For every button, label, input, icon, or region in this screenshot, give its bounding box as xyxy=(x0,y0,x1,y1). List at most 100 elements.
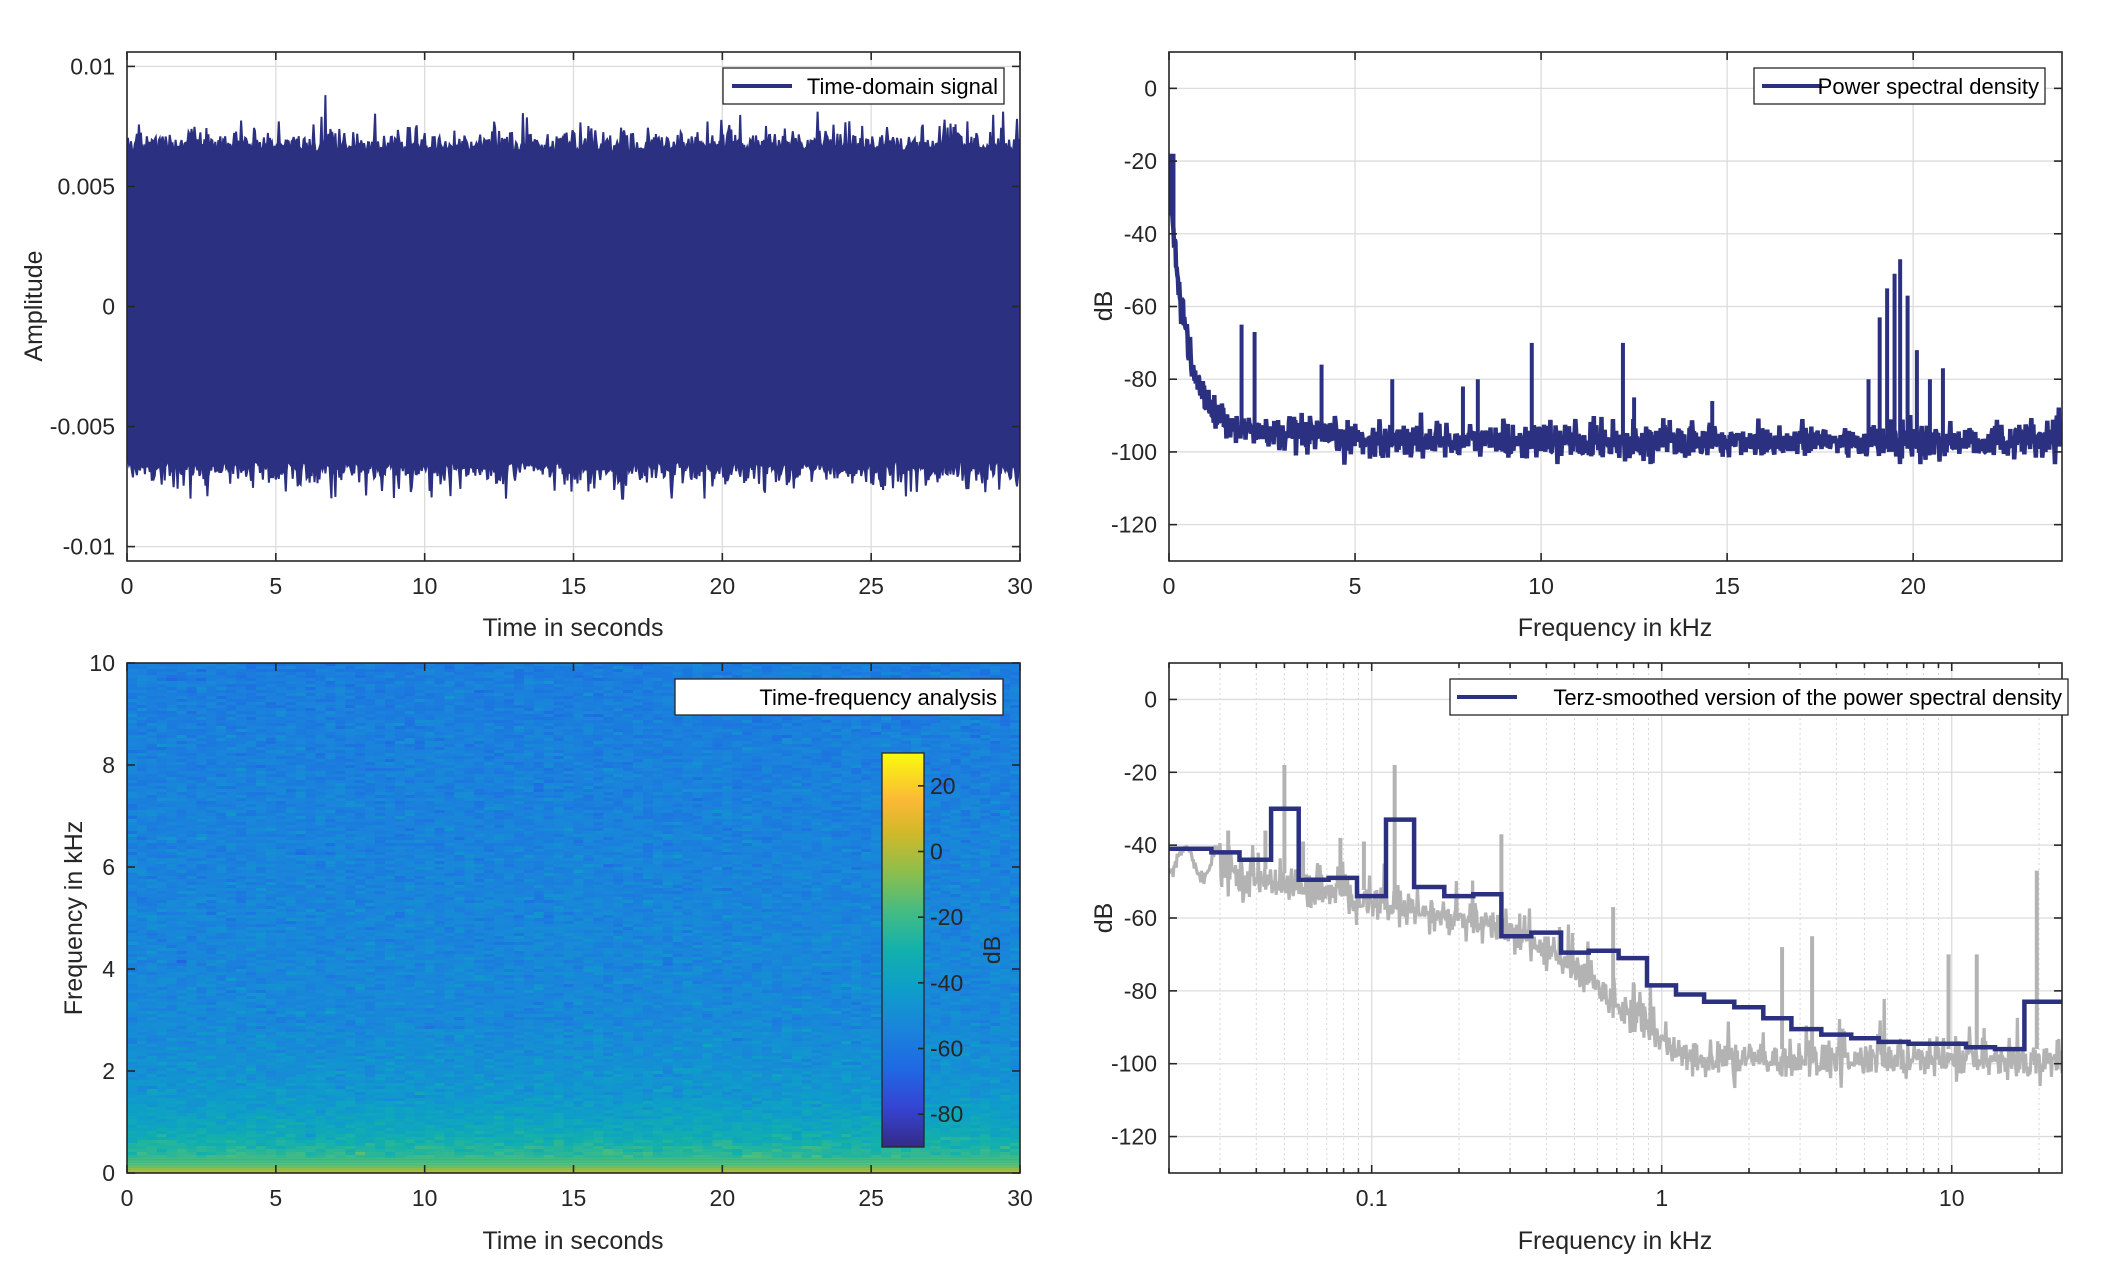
spectrogram-cell xyxy=(702,747,713,751)
spectrogram-cell xyxy=(156,729,168,733)
spectrogram-cell xyxy=(533,750,545,754)
spectrogram-cell xyxy=(206,780,217,784)
spectrogram-cell xyxy=(424,762,436,766)
spectrogram-cell xyxy=(246,777,257,781)
spectrogram-cell xyxy=(216,681,227,685)
spectrogram-cell xyxy=(345,768,356,772)
spectrogram-cell xyxy=(831,822,842,826)
spectrogram-cell xyxy=(771,762,783,766)
spectrogram-cell xyxy=(176,762,188,766)
spectrogram-cell xyxy=(692,792,704,796)
spectrogram-cell xyxy=(583,780,594,784)
legend[interactable]: Power spectral density xyxy=(1753,67,2046,105)
spectrogram-cell xyxy=(424,684,436,688)
spectrogram-cell xyxy=(1000,717,1011,721)
spectrogram-cell xyxy=(623,708,634,712)
spectrogram-cell xyxy=(643,696,654,700)
spectrogram-cell xyxy=(662,693,674,697)
spectrogram-cell xyxy=(970,819,981,823)
spectrogram-cell xyxy=(553,804,565,808)
spectrogram-cell xyxy=(236,672,247,676)
spectrogram-cell xyxy=(146,729,158,733)
spectrogram-cell xyxy=(960,762,971,766)
spectrogram-cell xyxy=(424,798,436,802)
spectrogram-cell xyxy=(543,816,555,820)
x-tick-label: 15 xyxy=(1714,573,1740,599)
spectrogram-cell xyxy=(633,786,644,790)
spectrogram-cell xyxy=(533,690,545,694)
spectrogram-cell xyxy=(414,741,426,745)
spectrogram-cell xyxy=(960,765,971,769)
spectrogram-cell xyxy=(246,798,257,802)
spectrogram-cell xyxy=(484,759,495,763)
spectrogram-cell xyxy=(484,819,495,823)
spectrogram-cell xyxy=(742,822,753,826)
spectrogram-cell xyxy=(355,759,366,763)
spectrogram-cell xyxy=(246,807,257,811)
spectrogram-cell xyxy=(682,795,694,799)
spectrogram-cell xyxy=(960,714,971,718)
spectrogram-cell xyxy=(871,783,882,787)
spectrogram-cell xyxy=(176,681,188,685)
spectrogram-cell xyxy=(563,789,575,793)
spectrogram-cell xyxy=(652,732,664,736)
spectrogram-cell xyxy=(950,672,961,676)
spectrogram-cell xyxy=(156,756,168,760)
spectrogram-cell xyxy=(692,753,704,757)
spectrogram-cell xyxy=(404,789,416,793)
spectrogram-cell xyxy=(543,780,555,784)
spectrogram-cell xyxy=(514,753,525,757)
spectrogram-cell xyxy=(702,801,713,805)
spectrogram-cell xyxy=(762,804,773,808)
spectrogram-cell xyxy=(980,810,991,814)
spectrogram-cell xyxy=(394,756,406,760)
spectrogram-cell xyxy=(960,768,971,772)
spectrogram-cell xyxy=(424,804,436,808)
spectrogram-cell xyxy=(603,708,614,712)
spectrogram-cell xyxy=(762,735,773,739)
spectrogram-cell xyxy=(365,762,376,766)
spectrogram-cell xyxy=(861,810,872,814)
spectrogram-cell xyxy=(702,717,713,721)
spectrogram-cell xyxy=(702,732,713,736)
spectrogram-cell xyxy=(365,711,376,715)
spectrogram-cell xyxy=(950,777,961,781)
spectrogram-cell xyxy=(643,666,654,670)
spectrogram-cell xyxy=(444,762,455,766)
spectrogram-cell xyxy=(394,804,406,808)
spectrogram-cell xyxy=(970,735,981,739)
spectrogram-cell xyxy=(692,771,704,775)
spectrogram-cell xyxy=(652,678,664,682)
spectrogram-cell xyxy=(156,672,168,676)
spectrogram-cell xyxy=(305,804,317,808)
spectrogram-cell xyxy=(226,708,237,712)
spectrogram-cell xyxy=(623,702,634,706)
spectrogram-cell xyxy=(801,756,813,760)
spectrogram-cell xyxy=(136,693,148,697)
spectrogram-cell xyxy=(196,804,207,808)
spectrogram-cell xyxy=(523,687,535,691)
spectrogram-cell xyxy=(1010,705,1020,709)
spectrogram-cell xyxy=(821,663,833,667)
spectrogram-cell xyxy=(444,777,455,781)
spectrogram-cell xyxy=(662,789,674,793)
spectrogram-cell xyxy=(871,792,882,796)
spectrogram-cell xyxy=(1010,699,1020,703)
legend[interactable]: Time-domain signal xyxy=(722,67,1005,105)
spectrogram-cell xyxy=(821,672,833,676)
spectrogram-cell xyxy=(613,693,624,697)
spectrogram-cell xyxy=(791,801,803,805)
spectrogram-cell xyxy=(265,807,277,811)
spectrogram-cell xyxy=(216,771,227,775)
spectrogram-cell xyxy=(603,684,614,688)
spectrogram-cell xyxy=(365,705,376,709)
spectrogram-cell xyxy=(156,771,168,775)
spectrogram-cell xyxy=(692,780,704,784)
spectrogram-cell xyxy=(414,663,426,667)
spectrogram-cell xyxy=(920,819,932,823)
spectrogram-cell xyxy=(375,756,386,760)
spectrogram-cell xyxy=(365,675,376,679)
spectrogram-cell xyxy=(514,723,525,727)
spectrogram-cell xyxy=(305,681,317,685)
spectrogram-cell xyxy=(166,708,178,712)
